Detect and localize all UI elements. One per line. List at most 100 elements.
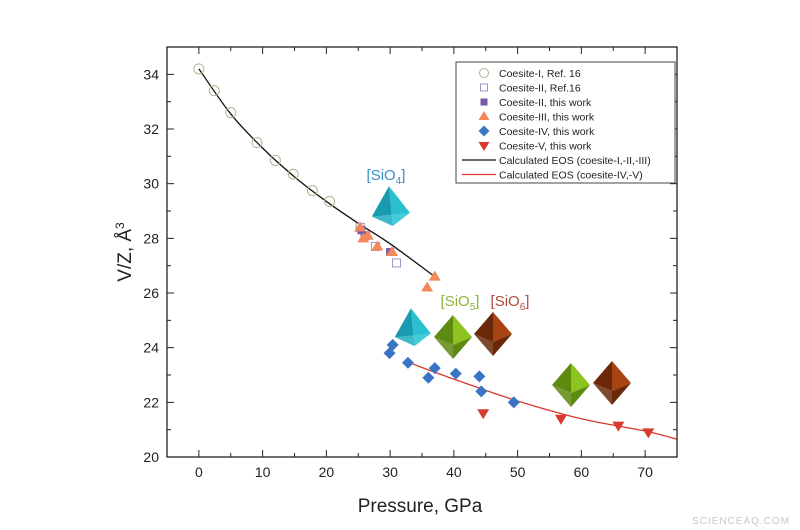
annotation-subscript: 6 bbox=[520, 302, 526, 313]
legend-marker-swatch bbox=[480, 83, 488, 92]
octahedron-face bbox=[434, 315, 453, 345]
triangle-data-point bbox=[354, 221, 367, 232]
octahedron-face bbox=[493, 312, 512, 342]
octahedron-face bbox=[434, 337, 453, 359]
legend-label: Calculated EOS (coesite-I,-II,-III) bbox=[499, 155, 651, 167]
tetrahedron-face bbox=[371, 212, 410, 226]
annotation-subscript: 5 bbox=[470, 302, 476, 313]
sio6-octahedron-icon bbox=[474, 312, 512, 356]
y-tick-label: 26 bbox=[143, 285, 159, 301]
octahedron-face bbox=[453, 315, 472, 345]
diamond-data-point bbox=[422, 371, 435, 384]
diamond-data-point bbox=[473, 370, 486, 383]
y-tick-label: 32 bbox=[143, 121, 159, 137]
diamond-data-point bbox=[507, 396, 520, 409]
octahedron-face bbox=[593, 383, 612, 405]
x-tick-label: 30 bbox=[382, 464, 398, 480]
annotation-sio4: [SiO4] bbox=[367, 167, 406, 187]
diamond-data-point bbox=[401, 356, 414, 369]
diamond-data-point bbox=[449, 367, 462, 380]
diamond-data-point bbox=[475, 385, 488, 398]
y-tick-label: 22 bbox=[143, 394, 159, 410]
x-tick-label: 70 bbox=[637, 464, 653, 480]
open-circle-data-point bbox=[225, 107, 237, 119]
annotation-close: ] bbox=[401, 167, 405, 184]
x-tick-label: 40 bbox=[446, 464, 462, 480]
y-tick-label: 28 bbox=[143, 230, 159, 246]
open-square-data-point bbox=[392, 258, 401, 268]
x-tick-label: 0 bbox=[195, 464, 203, 480]
axes: 0 10 20 30 40 50 60 70 20 22 24 26 28 30 32 34 bbox=[143, 46, 678, 480]
octahedron-face bbox=[493, 334, 512, 356]
x-axis-label: Pressure, GPa bbox=[358, 496, 483, 517]
octahedron-face bbox=[571, 385, 590, 407]
triangle-data-point bbox=[386, 246, 399, 256]
legend-marker-swatch bbox=[480, 98, 488, 106]
legend-label: Coesite-I, Ref. 16 bbox=[499, 68, 581, 80]
open-circle-data-point bbox=[251, 137, 263, 149]
octahedron-face bbox=[474, 312, 493, 342]
octahedron-face bbox=[474, 334, 493, 356]
annotation-text: [SiO bbox=[367, 167, 396, 184]
triangle-data-point bbox=[421, 281, 434, 292]
octahedron-face bbox=[612, 361, 631, 391]
eos-line-coesite-i-ii-iii bbox=[198, 68, 436, 278]
open-circle-data-point bbox=[269, 154, 281, 166]
watermark: SCIENCEAQ.COM bbox=[692, 516, 790, 527]
x-tick-label: 60 bbox=[574, 464, 590, 480]
x-tick-label: 50 bbox=[510, 464, 526, 480]
legend-label: Coesite-IV, this work bbox=[499, 126, 595, 138]
octahedron-face bbox=[552, 385, 571, 407]
legend-marker-swatch bbox=[478, 125, 490, 137]
legend: Coesite-I, Ref. 16 Coesite-II, Ref.16 Coes… bbox=[455, 61, 676, 184]
open-circle-data-point bbox=[208, 85, 220, 97]
y-axis-label-superscript: 3 bbox=[113, 222, 127, 229]
eos-line-coesite-iv-v bbox=[409, 362, 678, 440]
tetrahedron-face bbox=[394, 333, 431, 346]
inverted-triangle-data-point bbox=[642, 428, 655, 439]
annotation-close: ] bbox=[525, 293, 529, 310]
octahedron-face bbox=[593, 361, 612, 391]
diamond-data-point bbox=[383, 347, 396, 360]
plot-marks: [SiO4][SiO5] [SiO6] bbox=[193, 63, 678, 440]
sio5-polyhedron-icon bbox=[552, 363, 590, 407]
legend-marker-swatch bbox=[478, 111, 490, 120]
annotation-sio6: [SiO6] bbox=[491, 293, 530, 313]
y-tick-label: 24 bbox=[143, 340, 159, 356]
open-circle-data-point bbox=[324, 195, 336, 207]
annotation-text: [SiO bbox=[441, 293, 470, 310]
open-circle-data-point bbox=[306, 185, 318, 196]
triangle-data-point bbox=[428, 270, 441, 281]
annotation-text: [SiO bbox=[491, 293, 520, 310]
legend-label: Coesite-II, Ref.16 bbox=[499, 83, 581, 95]
octahedron-face bbox=[571, 363, 590, 393]
open-circle-data-point bbox=[193, 63, 205, 75]
inverted-triangle-data-point bbox=[477, 409, 490, 420]
sio6-octahedron-icon bbox=[593, 361, 631, 405]
diamond-data-point bbox=[428, 362, 441, 375]
legend-label: Coesite-III, this work bbox=[499, 112, 595, 124]
legend-marker-swatch bbox=[479, 68, 489, 78]
y-axis-label-text: V/Z, Å bbox=[115, 229, 136, 282]
legend-label: Calculated EOS (coesite-IV,-V) bbox=[499, 170, 643, 182]
sio4-tetrahedron-icon bbox=[394, 308, 431, 346]
y-tick-label: 20 bbox=[143, 449, 159, 465]
inverted-triangle-data-point bbox=[612, 421, 625, 432]
annotation-close: ] bbox=[475, 293, 479, 310]
x-tick-label: 10 bbox=[255, 464, 271, 480]
octahedron-face bbox=[453, 337, 472, 359]
open-circle-data-point bbox=[287, 168, 299, 180]
annotation-sio5: [SiO5] bbox=[441, 293, 480, 313]
legend-label: Coesite-II, this work bbox=[499, 97, 592, 109]
inverted-triangle-data-point bbox=[554, 414, 567, 425]
legend-marker-swatch bbox=[478, 142, 490, 151]
legend-label: Coesite-V, this work bbox=[499, 141, 592, 153]
triangle-data-point bbox=[371, 240, 384, 251]
annotation-subscript: 4 bbox=[396, 176, 402, 187]
legend-box bbox=[455, 61, 676, 184]
sio4-tetrahedron-icon bbox=[371, 186, 410, 226]
octahedron-face bbox=[552, 363, 571, 393]
octahedron-face bbox=[612, 383, 631, 405]
